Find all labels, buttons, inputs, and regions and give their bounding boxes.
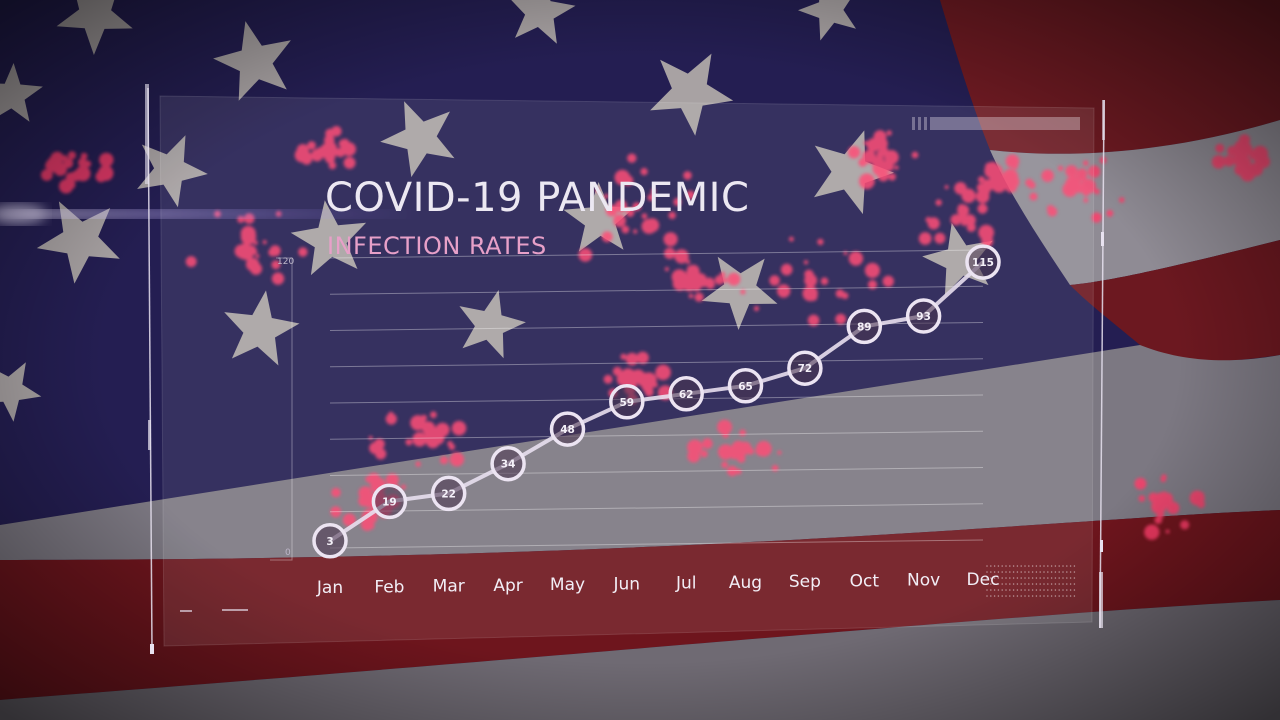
- gridline: [329, 358, 984, 368]
- y-tick-min: 0: [285, 548, 291, 558]
- gridline: [329, 503, 984, 513]
- point-value-label: 62: [679, 389, 694, 401]
- y-tick-max: 120: [277, 257, 294, 267]
- x-tick-label: Feb: [374, 577, 404, 597]
- data-point: 65: [727, 368, 764, 404]
- point-value-label: 34: [501, 459, 516, 471]
- point-value-label: 65: [738, 381, 753, 393]
- gridline: [329, 249, 984, 259]
- x-tick-label: Oct: [850, 572, 880, 592]
- x-tick-label: Apr: [493, 576, 522, 596]
- point-value-label: 3: [326, 536, 333, 548]
- point-marker: [727, 368, 764, 404]
- point-marker: [371, 483, 408, 520]
- hud-dot-grid: [986, 565, 1076, 597]
- point-marker: [668, 376, 704, 412]
- point-marker: [312, 523, 348, 559]
- point-value-label: 19: [382, 496, 397, 508]
- data-point: 59: [609, 384, 645, 420]
- x-tick-label: Mar: [433, 577, 465, 597]
- data-point: 72: [787, 350, 823, 386]
- gridline: [329, 430, 984, 440]
- point-value-label: 48: [560, 424, 575, 436]
- data-point: 34: [490, 445, 526, 482]
- gridline: [329, 467, 984, 476]
- data-point: 19: [371, 483, 408, 520]
- y-axis: [270, 257, 293, 561]
- x-tick-label: Jun: [613, 574, 641, 594]
- point-marker: [430, 475, 467, 512]
- data-point: 48: [549, 411, 586, 447]
- data-point: 22: [430, 475, 467, 512]
- point-marker: [609, 384, 645, 420]
- point-value-label: 93: [916, 311, 931, 323]
- x-tick-label: Nov: [907, 571, 940, 591]
- data-points: 3 19 22 34 48 59 62 65 72 89 93 115: [312, 244, 1001, 559]
- x-tick-label: Dec: [967, 570, 1000, 590]
- chart-title: COVID-19 PANDEMIC: [325, 175, 749, 221]
- hud-indicator: [912, 117, 1080, 130]
- data-point: 3: [312, 523, 348, 559]
- data-point: 115: [965, 244, 1001, 280]
- x-tick-label: Sep: [789, 572, 821, 592]
- point-value-label: 72: [798, 363, 813, 375]
- data-point: 62: [668, 376, 704, 412]
- point-value-label: 89: [857, 321, 872, 333]
- hud-frame: [145, 84, 1105, 654]
- point-marker: [787, 350, 823, 386]
- point-value-label: 115: [972, 257, 994, 269]
- x-tick-label: May: [550, 575, 585, 595]
- chart-subtitle: INFECTION RATES: [327, 232, 547, 260]
- data-point: 89: [846, 308, 883, 345]
- data-point: 93: [905, 298, 942, 334]
- x-tick-label: Aug: [729, 573, 762, 593]
- x-tick-label: Jul: [675, 574, 697, 594]
- gridline: [329, 539, 984, 549]
- x-tick-labels: Jan Feb Mar Apr May Jun Jul Aug Sep Oct Nov Dec: [316, 570, 1000, 598]
- point-value-label: 22: [441, 488, 456, 500]
- point-marker: [549, 411, 586, 447]
- point-marker: [490, 445, 526, 482]
- gridline: [329, 285, 984, 295]
- point-marker: [846, 308, 883, 345]
- point-marker: [965, 244, 1001, 280]
- point-marker: [905, 298, 942, 334]
- point-value-label: 59: [619, 397, 634, 409]
- x-tick-label: Jan: [316, 578, 343, 598]
